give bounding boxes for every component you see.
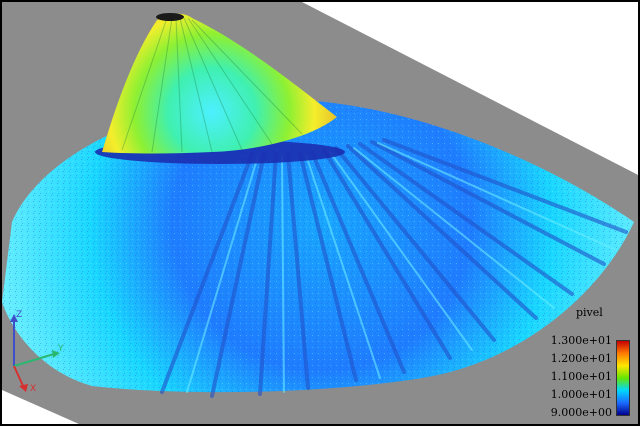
mound-apex (156, 13, 184, 21)
axis-y-label: Y (58, 344, 64, 354)
axes-triad: Z Y X (6, 308, 66, 398)
axis-x-label: X (30, 384, 37, 394)
radial-highlights (186, 142, 617, 393)
radial-streaks (160, 138, 628, 398)
legend-label-min: 9.000e+00 (550, 406, 612, 419)
legend-label-max: 1.300e+01 (550, 334, 612, 347)
legend-label-2: 1.200e+01 (550, 352, 612, 365)
axes-triad-graphic (10, 314, 60, 392)
legend-label-3: 1.100e+01 (550, 370, 612, 383)
legend-label-4: 1.000e+01 (550, 388, 612, 401)
mound-streaks (121, 17, 303, 153)
legend-title: pivel (576, 306, 603, 319)
legend-colorbar (616, 340, 630, 416)
axis-z-label: Z (16, 310, 23, 320)
color-legend: pivel 1.300e+01 1.200e+01 1.100e+01 1.00… (518, 306, 630, 419)
central-mound (102, 13, 337, 154)
